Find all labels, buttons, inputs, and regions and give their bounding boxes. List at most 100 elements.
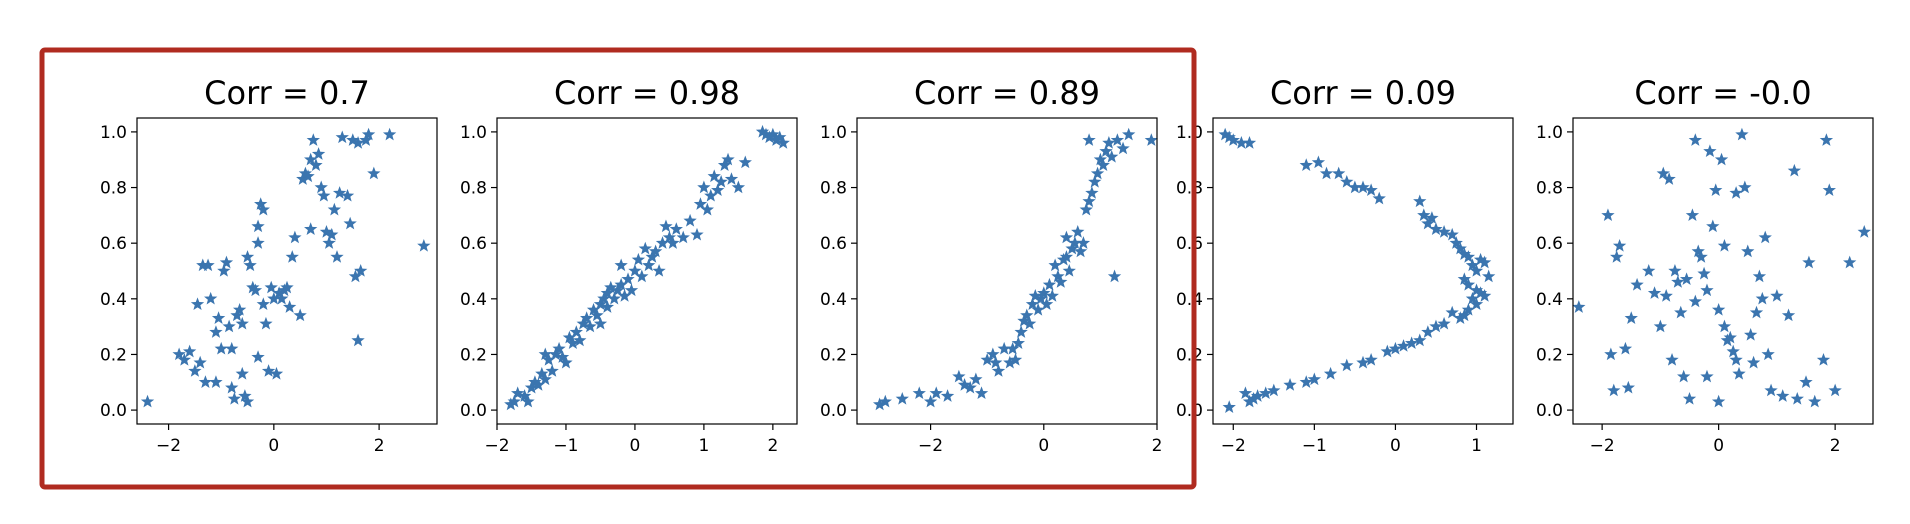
data-point [1319, 166, 1334, 180]
data-point [1283, 378, 1297, 391]
data-point [1624, 311, 1638, 324]
data-point [1469, 283, 1484, 297]
data-point [614, 277, 628, 291]
data-point [1234, 136, 1249, 149]
data-point [188, 364, 202, 377]
data-point [288, 230, 302, 244]
data-point [1703, 144, 1717, 158]
data-point [607, 291, 621, 305]
y-tick-label: 0.0 [100, 401, 127, 421]
data-point [1082, 194, 1096, 208]
x-tick-label: 2 [1830, 436, 1841, 456]
data-point [1323, 366, 1338, 380]
data-point [1709, 183, 1723, 196]
data-point [196, 258, 210, 272]
y-tick-label: 0.4 [460, 290, 487, 310]
data-point [1688, 133, 1702, 146]
data-point [648, 244, 663, 258]
data-point [621, 272, 635, 286]
data-point [895, 391, 909, 405]
data-point [1857, 225, 1871, 238]
y-tick-label: 0.4 [100, 290, 127, 310]
data-point [1465, 291, 1480, 305]
data-point [1758, 230, 1772, 244]
data-point [776, 136, 790, 149]
data-point [1045, 289, 1059, 302]
data-point [1473, 252, 1488, 266]
data-point [635, 269, 649, 283]
data-point [707, 169, 721, 183]
data-point [235, 366, 249, 380]
data-point [669, 222, 683, 235]
data-point [586, 302, 601, 316]
data-point [269, 366, 284, 380]
data-point [319, 225, 334, 238]
x-tick-label: 2 [767, 436, 778, 456]
data-point [1085, 186, 1099, 199]
data-point [1653, 319, 1668, 333]
data-point [140, 394, 155, 408]
x-tick-label: 0 [1713, 436, 1724, 456]
data-point [1741, 244, 1755, 258]
data-points [872, 127, 1158, 411]
data-point [1449, 236, 1463, 249]
data-point [209, 375, 223, 388]
x-tick-label: 0 [1038, 436, 1049, 456]
data-point [617, 289, 632, 302]
data-point [219, 255, 234, 269]
data-point [264, 280, 278, 294]
data-point [1102, 136, 1116, 149]
data-point [1259, 386, 1273, 400]
x-tick-label: 0 [268, 436, 279, 456]
data-point [997, 341, 1011, 355]
data-point [662, 230, 677, 244]
data-point [878, 394, 892, 408]
data-point [1717, 319, 1732, 333]
data-point [1088, 174, 1102, 188]
data-point [1413, 194, 1427, 208]
data-point [1457, 247, 1472, 260]
data-point [963, 380, 977, 394]
data-point [659, 219, 673, 233]
data-point [1647, 286, 1662, 299]
data-point [969, 372, 983, 386]
data-point [1348, 180, 1362, 194]
data-point [251, 350, 265, 363]
data-point [531, 378, 546, 391]
data-point [545, 364, 559, 377]
data-point [1473, 286, 1488, 299]
data-point [232, 302, 247, 316]
chart-title: Corr = -0.0 [1634, 74, 1811, 112]
data-point [980, 353, 994, 366]
data-point [1477, 255, 1492, 269]
data-point [348, 269, 363, 283]
data-point [1105, 149, 1119, 163]
data-point [986, 347, 1000, 361]
y-tick-label: 0.2 [460, 345, 487, 365]
data-point [1761, 347, 1775, 361]
x-tick-label: −2 [1590, 436, 1615, 456]
y-tick-label: 0.2 [1536, 345, 1563, 365]
data-point [1461, 277, 1476, 291]
data-point [1096, 158, 1110, 171]
data-point [343, 216, 357, 230]
data-point [542, 353, 556, 366]
y-tick-label: 0.8 [1536, 179, 1563, 199]
data-point [1396, 339, 1411, 352]
data-point [225, 341, 239, 355]
data-point [511, 386, 525, 400]
data-point [1621, 380, 1635, 394]
data-point [1413, 333, 1427, 347]
data-point [251, 236, 265, 249]
data-point [1688, 294, 1702, 308]
x-tick-label: −1 [553, 436, 578, 456]
data-point [1665, 353, 1679, 366]
data-point [1723, 330, 1737, 344]
y-tick-label: 0.8 [820, 179, 847, 199]
data-point [1425, 211, 1439, 224]
data-point [1610, 250, 1624, 263]
x-tick-label: −2 [918, 436, 943, 456]
chart-title: Corr = 0.98 [554, 74, 740, 112]
data-point [1738, 180, 1752, 194]
